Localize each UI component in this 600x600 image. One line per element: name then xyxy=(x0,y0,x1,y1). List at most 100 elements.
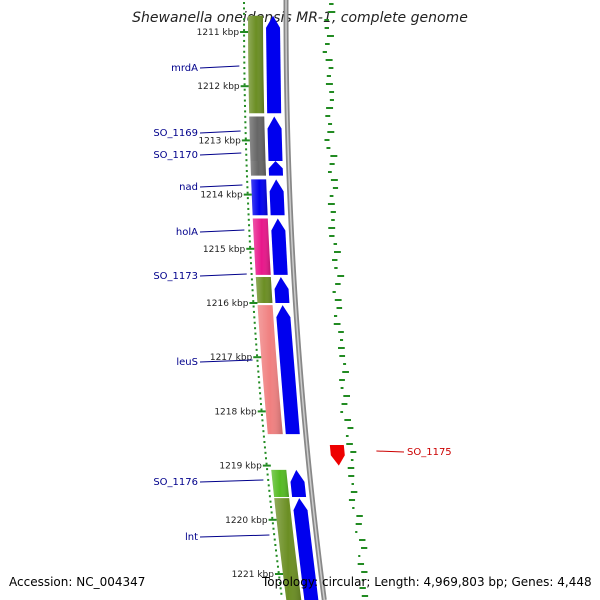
ruler-minor-tick xyxy=(259,403,262,406)
ruler-minor-tick xyxy=(244,126,247,129)
feature-shade xyxy=(274,498,302,600)
ruler-minor-tick xyxy=(254,338,257,341)
ruler-minor-tick xyxy=(250,273,253,275)
ruler-minor-tick xyxy=(247,207,250,210)
ruler-minor-tick xyxy=(252,310,255,313)
ruler-minor-tick xyxy=(246,191,249,194)
ruler-minor-tick xyxy=(267,484,270,487)
ruler-minor-tick xyxy=(251,289,254,292)
ruler-minor-tick xyxy=(280,592,283,595)
ruler-minor-tick xyxy=(243,88,246,91)
ruler-minor-tick xyxy=(260,408,263,411)
ruler-minor-tick xyxy=(243,45,246,48)
ruler-minor-tick xyxy=(243,72,246,75)
gene-label-leader xyxy=(199,479,264,483)
ruler-minor-tick xyxy=(250,278,253,281)
ruler-minor-tick xyxy=(267,478,270,481)
ruler-minor-tick xyxy=(260,413,263,416)
feature-shade xyxy=(248,15,265,114)
ruler-minor-tick xyxy=(276,565,279,568)
gene-label: leuS xyxy=(176,357,198,368)
ruler-minor-tick xyxy=(249,256,252,259)
gene-label-leader xyxy=(199,273,247,277)
gene-label-leader xyxy=(199,65,240,69)
ruler-minor-tick xyxy=(258,381,261,384)
ruler-minor-tick xyxy=(257,370,260,373)
ruler-minor-tick xyxy=(243,7,246,10)
feature-shade xyxy=(251,179,268,216)
ruler-minor-tick xyxy=(243,83,246,86)
gene-label: holA xyxy=(176,227,198,238)
ruler-minor-tick xyxy=(244,137,247,140)
ruler-minor-tick xyxy=(262,435,265,438)
ruler-minor-tick xyxy=(258,386,261,389)
gene-label-leader xyxy=(376,450,405,453)
gene-label: mrdA xyxy=(171,63,198,74)
ruler-minor-tick xyxy=(252,300,255,303)
ruler-minor-tick xyxy=(269,500,272,503)
ruler-minor-tick xyxy=(261,419,264,422)
ruler-minor-tick xyxy=(276,560,279,563)
ruler-minor-tick xyxy=(270,511,273,514)
ruler-minor-tick xyxy=(243,99,246,102)
ruler-minor-tick xyxy=(244,132,247,135)
reverse-strand-track xyxy=(329,445,345,466)
gene-label: SO_1169 xyxy=(153,128,198,139)
ruler-minor-tick xyxy=(256,359,259,362)
ruler-minor-tick xyxy=(278,576,281,579)
ruler-minor-tick xyxy=(275,549,278,552)
gene-label: nad xyxy=(179,182,198,193)
ruler-tick-label: 1216 kbp xyxy=(206,299,249,309)
ruler-minor-tick xyxy=(248,229,251,232)
ruler-minor-tick xyxy=(256,354,259,357)
ruler-tick-label: 1221 kbp xyxy=(232,570,275,580)
reverse-cds-arrow xyxy=(329,445,345,466)
ruler-minor-tick xyxy=(248,224,251,227)
ruler-minor-tick xyxy=(243,56,246,59)
gene-label: lnt xyxy=(185,532,198,543)
ruler-minor-tick xyxy=(272,527,275,530)
ruler-minor-tick xyxy=(245,159,248,162)
cds-arrow xyxy=(293,498,319,600)
ruler-minor-tick xyxy=(259,397,262,400)
ruler-minor-tick xyxy=(247,213,250,216)
ruler-minor-tick xyxy=(243,39,246,42)
ruler-minor-tick xyxy=(274,544,277,546)
feature-shade xyxy=(250,160,267,176)
gene-label: SO_1176 xyxy=(153,477,198,488)
gene-label: SO_1175 xyxy=(407,447,452,458)
ruler-minor-tick xyxy=(245,153,248,156)
accession-text: Accession: NC_004347 xyxy=(9,575,146,589)
ruler-minor-tick xyxy=(265,457,268,460)
ruler-minor-tick xyxy=(256,365,259,368)
backbone-highlight xyxy=(285,0,326,600)
gene-label: SO_1170 xyxy=(153,150,198,161)
ruler-minor-tick xyxy=(247,218,250,221)
genome-summary-text: Topology: circular; Length: 4,969,803 bp… xyxy=(262,575,592,589)
ruler-minor-tick xyxy=(243,18,246,21)
ruler-minor-tick xyxy=(248,240,251,243)
ruler-minor-tick xyxy=(279,587,282,590)
ruler-minor-tick xyxy=(277,571,280,574)
ruler-minor-tick xyxy=(255,348,258,351)
gene-label-leader xyxy=(199,152,242,156)
ruler-minor-tick xyxy=(246,186,249,189)
ruler-tick-label: 1219 kbp xyxy=(219,462,262,472)
ruler-tick-label: 1217 kbp xyxy=(210,353,253,363)
gene-label-leader xyxy=(199,534,270,538)
backbone-track xyxy=(283,0,327,600)
ruler-minor-tick xyxy=(263,441,266,444)
feature-shade xyxy=(255,276,273,303)
cds-arrow xyxy=(290,469,307,498)
ruler-minor-tick xyxy=(243,29,246,32)
gene-label-leader xyxy=(199,359,253,363)
feature-shade xyxy=(249,116,266,161)
ruler-tick-label: 1215 kbp xyxy=(203,245,246,255)
ruler-minor-tick xyxy=(264,451,267,454)
ruler-minor-tick xyxy=(243,23,246,26)
ruler-minor-tick xyxy=(246,175,249,178)
ruler-minor-tick xyxy=(268,495,271,498)
feature-shade xyxy=(252,218,271,275)
ruler-minor-tick xyxy=(275,554,278,557)
ruler-minor-tick xyxy=(265,462,268,465)
